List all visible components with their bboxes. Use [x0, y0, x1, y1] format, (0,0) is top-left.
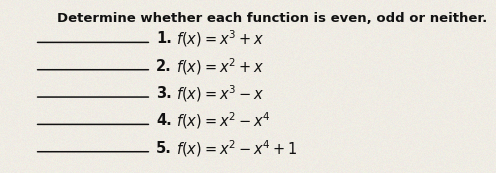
- Text: $f(x)= x^3 - x$: $f(x)= x^3 - x$: [176, 83, 264, 104]
- Text: 1.: 1.: [156, 31, 172, 46]
- Text: 3.: 3.: [156, 86, 172, 101]
- Text: $f(x)= x^2 - x^4 + 1$: $f(x)= x^2 - x^4 + 1$: [176, 138, 298, 159]
- Text: $f(x)= x^2 + x$: $f(x)= x^2 + x$: [176, 56, 264, 77]
- Text: 4.: 4.: [156, 113, 172, 128]
- Text: $f(x)= x^2 - x^4$: $f(x)= x^2 - x^4$: [176, 111, 271, 131]
- Text: 2.: 2.: [156, 59, 172, 74]
- Text: Determine whether each function is even, odd or neither.: Determine whether each function is even,…: [57, 12, 487, 25]
- Text: 5.: 5.: [156, 141, 172, 156]
- Text: $f(x)= x^3 + x$: $f(x)= x^3 + x$: [176, 29, 264, 49]
